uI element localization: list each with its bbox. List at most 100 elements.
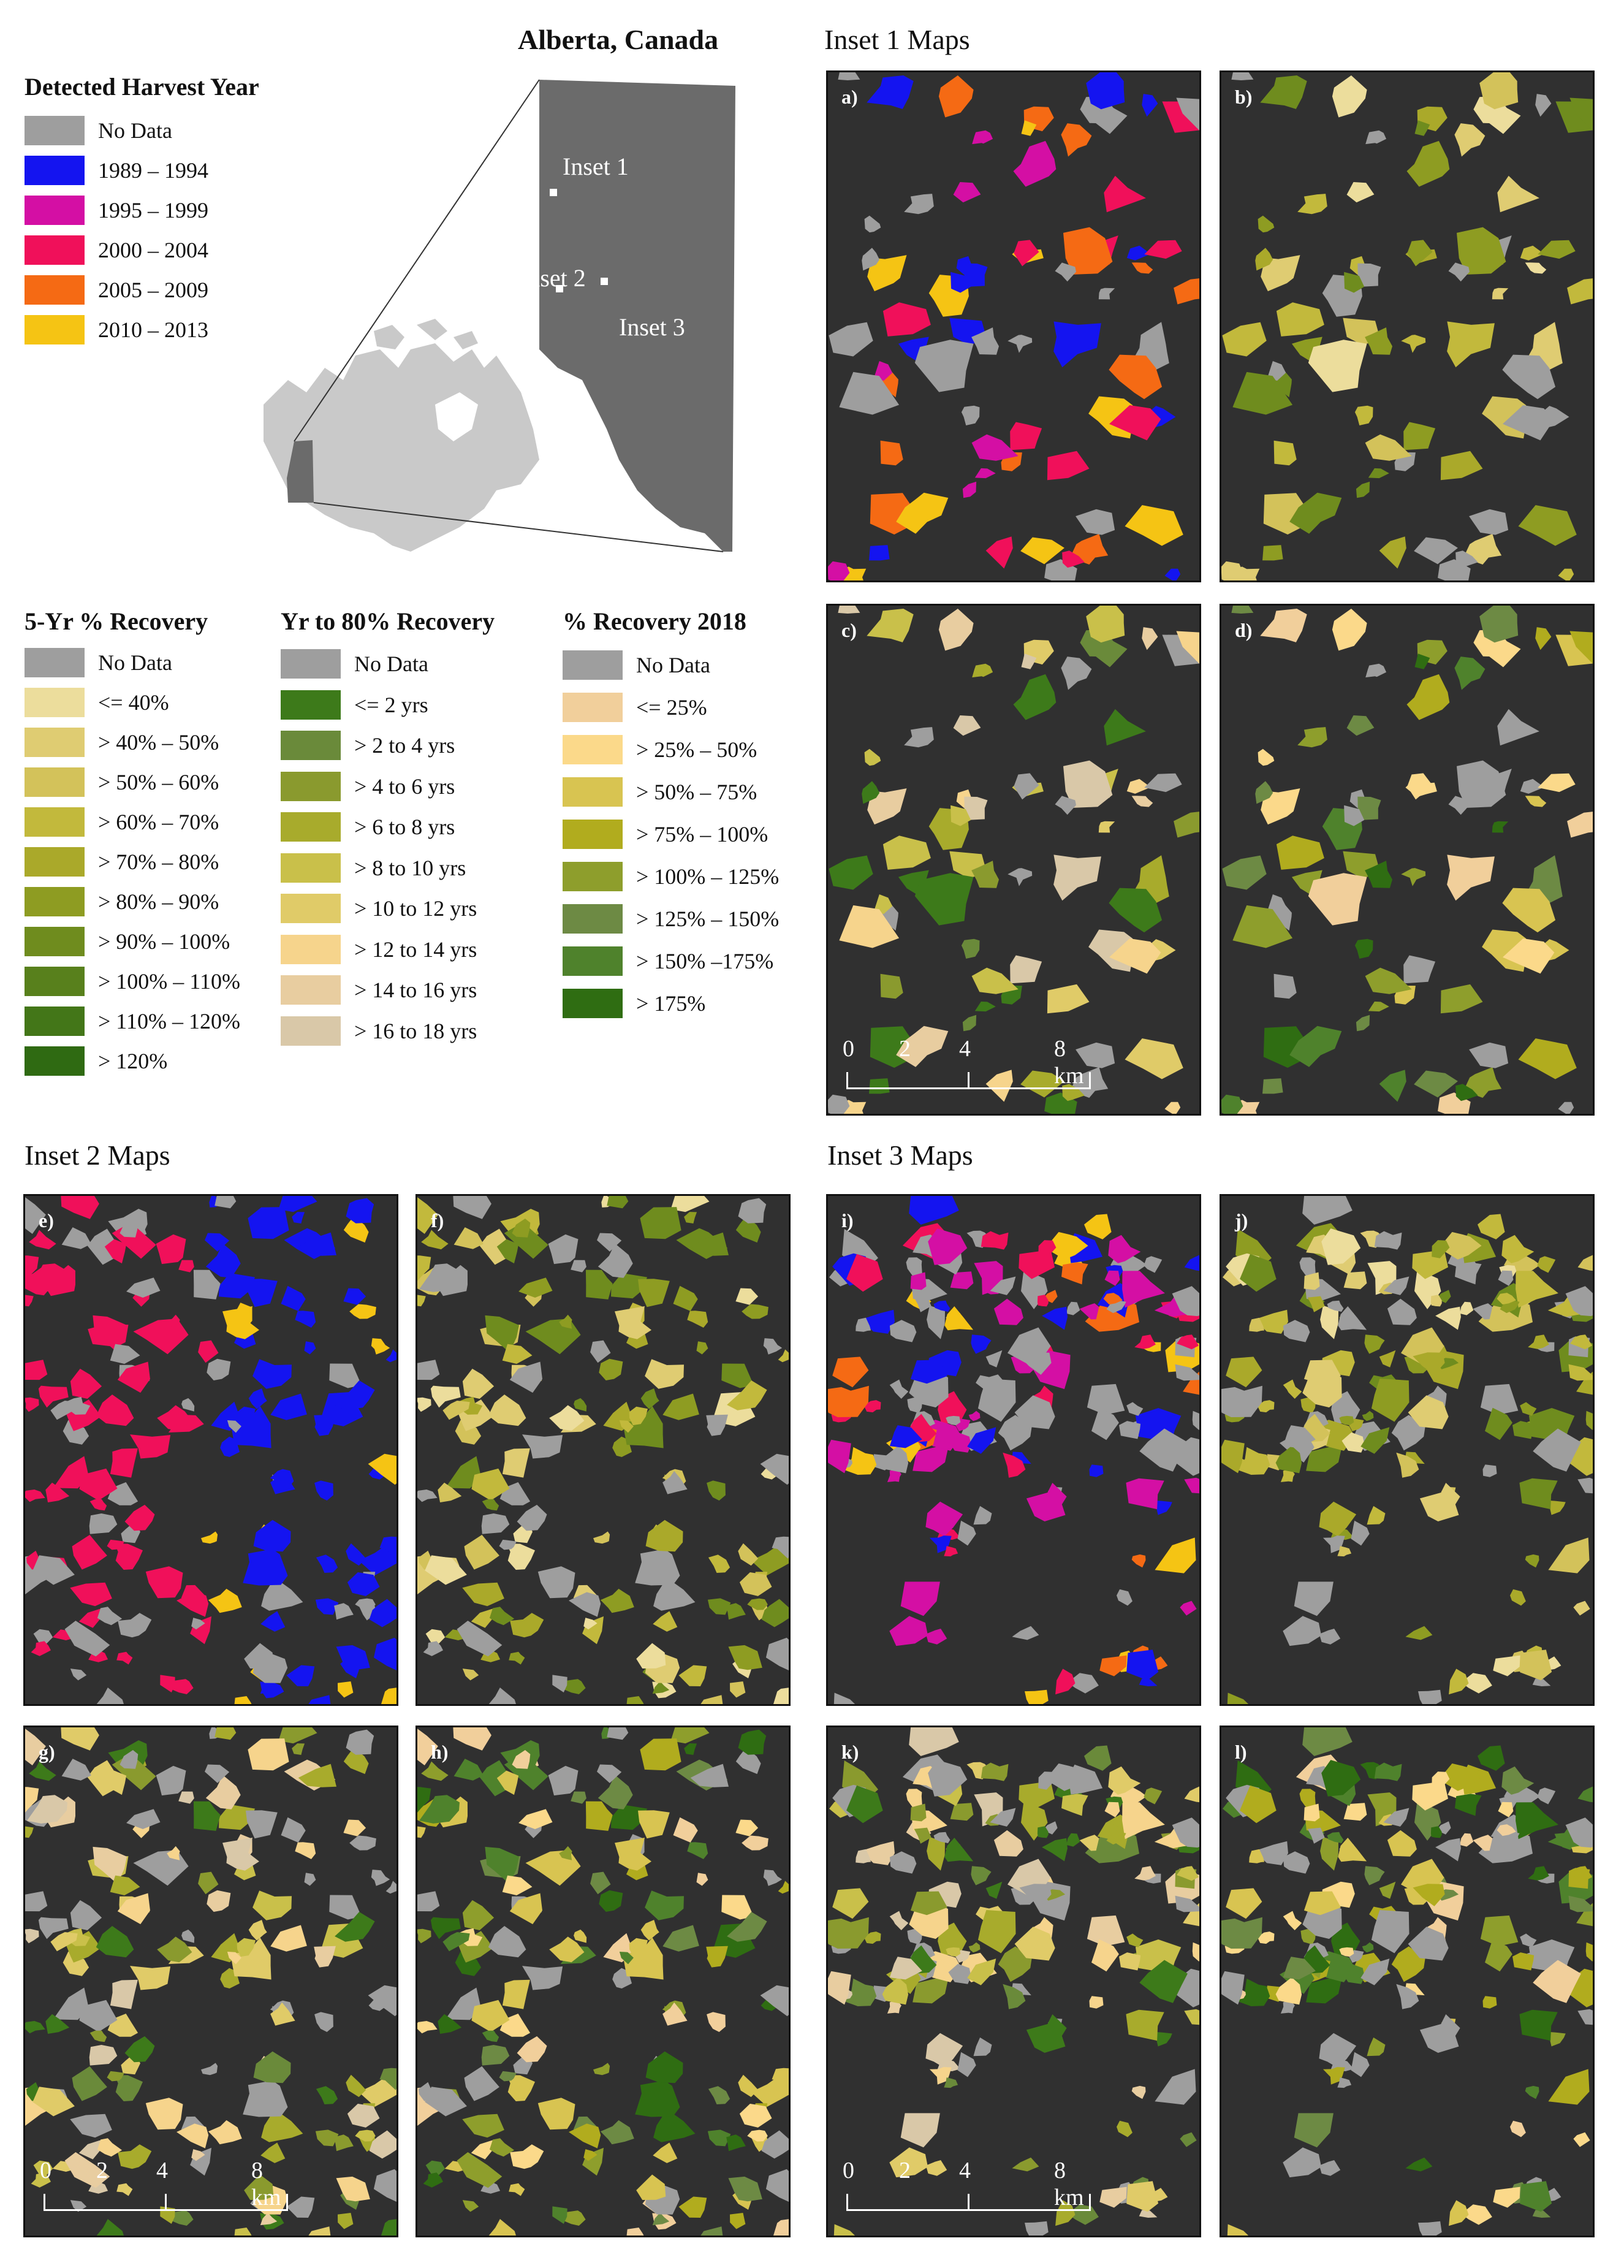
- harvest-patch: [889, 1851, 917, 1874]
- harvest-patch: [453, 1727, 491, 1751]
- harvest-patch: [1084, 1214, 1112, 1239]
- harvest-patch: [346, 1543, 366, 1566]
- legend-swatch: [25, 235, 85, 265]
- harvest-patch: [1525, 2085, 1539, 2099]
- harvest-patch: [1142, 94, 1158, 117]
- harvest-patch: [684, 1743, 697, 1755]
- harvest-patch: [1103, 1824, 1123, 1836]
- harvest-patch: [1391, 1946, 1425, 1982]
- harvest-patch: [760, 1453, 789, 1485]
- scale-tick: [968, 2194, 969, 2211]
- harvest-patch: [1367, 1505, 1386, 1525]
- harvest-patch: [1455, 1794, 1482, 1816]
- harvest-patch: [1332, 609, 1367, 651]
- harvest-patch: [928, 1228, 968, 1265]
- harvest-patch: [1405, 2157, 1433, 2172]
- harvest-patch: [1387, 1298, 1417, 1325]
- harvest-patch: [1125, 1038, 1183, 1079]
- harvest-patch: [1109, 354, 1163, 400]
- harvest-patch: [482, 2030, 499, 2042]
- harvest-patch: [178, 1260, 194, 1273]
- scale-label: 0: [843, 2158, 854, 2183]
- harvest-patch: [70, 1582, 112, 1607]
- legend-swatch: [25, 807, 85, 837]
- harvest-patch: [488, 1395, 526, 1426]
- legend-label: 1989 – 1994: [98, 158, 208, 183]
- locator-map: [264, 79, 735, 552]
- harvest-patch: [944, 1546, 958, 1557]
- harvest-patch: [1106, 1830, 1126, 1845]
- panel-label: c): [841, 619, 857, 641]
- legend-swatch: [281, 975, 341, 1005]
- harvest-patch: [1297, 194, 1327, 215]
- scale-tick: [846, 2194, 848, 2211]
- harvest-patch: [1276, 835, 1324, 870]
- panel-label: d): [1235, 619, 1253, 641]
- harvest-patch: [839, 905, 900, 948]
- harvest-patch: [574, 1929, 587, 1943]
- harvest-patch: [598, 1243, 633, 1278]
- harvest-patch: [368, 1999, 384, 2011]
- harvest-patch: [1478, 1745, 1505, 1771]
- harvest-patch: [971, 1866, 992, 1886]
- legend-swatch: [25, 155, 85, 185]
- harvest-patch: [261, 2114, 303, 2142]
- harvest-patch: [314, 1946, 336, 1968]
- harvest-patch: [977, 1379, 1016, 1422]
- harvest-patch: [700, 2226, 723, 2236]
- legend-label: 2010 – 2013: [98, 317, 208, 342]
- harvest-patch: [1020, 1070, 1064, 1098]
- legend-label: <= 25%: [636, 694, 707, 720]
- harvest-patch: [962, 481, 977, 498]
- harvest-patch: [1086, 606, 1125, 643]
- harvest-patch: [489, 2138, 515, 2157]
- harvest-patch: [1455, 1262, 1482, 1285]
- harvest-patch: [1155, 2069, 1196, 2105]
- harvest-patch: [1283, 1911, 1302, 1930]
- harvest-patch: [1308, 340, 1367, 392]
- harvest-patch: [1351, 2052, 1370, 2077]
- harvest-patch: [278, 1727, 317, 1744]
- harvest-patch: [974, 1001, 996, 1012]
- harvest-patch: [1289, 1026, 1342, 1067]
- harvest-patch: [1302, 1196, 1353, 1225]
- harvest-patch: [1099, 1655, 1127, 1676]
- harvest-patch: [548, 1765, 579, 1796]
- harvest-patch: [417, 1255, 431, 1282]
- harvest-patch: [653, 2114, 696, 2142]
- harvest-patch: [1037, 1826, 1049, 1838]
- legend-label: > 50% – 60%: [98, 769, 219, 794]
- harvest-patch: [61, 1759, 91, 1781]
- legend-item: 2005 – 2009: [25, 270, 208, 310]
- harvest-patch: [261, 1582, 303, 1611]
- harvest-patch: [626, 2228, 644, 2236]
- harvest-patch: [619, 1952, 634, 1965]
- harvest-patch: [1379, 1350, 1396, 1368]
- harvest-patch: [552, 2206, 567, 2224]
- harvest-patch: [70, 2200, 87, 2212]
- harvest-patch: [828, 1385, 869, 1417]
- harvest-patch: [1501, 1766, 1535, 1795]
- harvest-patch: [640, 1738, 681, 1771]
- harvest-patch: [230, 1406, 271, 1448]
- harvest-patch: [593, 1531, 610, 1544]
- map-canvas: [1221, 1727, 1593, 2236]
- harvest-patch: [1319, 2160, 1341, 2176]
- harvest-patch: [270, 1393, 307, 1420]
- harvest-patch: [462, 1900, 495, 1930]
- harvest-patch: [205, 1764, 230, 1783]
- harvest-patch: [281, 1285, 306, 1311]
- connector-line: [294, 79, 540, 442]
- panel-label: b): [1235, 86, 1253, 108]
- harvest-patch: [1497, 1293, 1516, 1305]
- legend-swatch: [25, 886, 85, 916]
- harvest-patch: [304, 1873, 316, 1886]
- map-panel-b: b): [1220, 70, 1595, 582]
- harvest-patch: [347, 1572, 380, 1596]
- harvest-patch: [973, 1505, 992, 1525]
- harvest-patch: [585, 1269, 613, 1300]
- harvest-patch: [1226, 1888, 1262, 1919]
- scale-tick: [1089, 2194, 1091, 2211]
- harvest-patch: [1346, 182, 1375, 203]
- harvest-patch: [343, 1748, 369, 1775]
